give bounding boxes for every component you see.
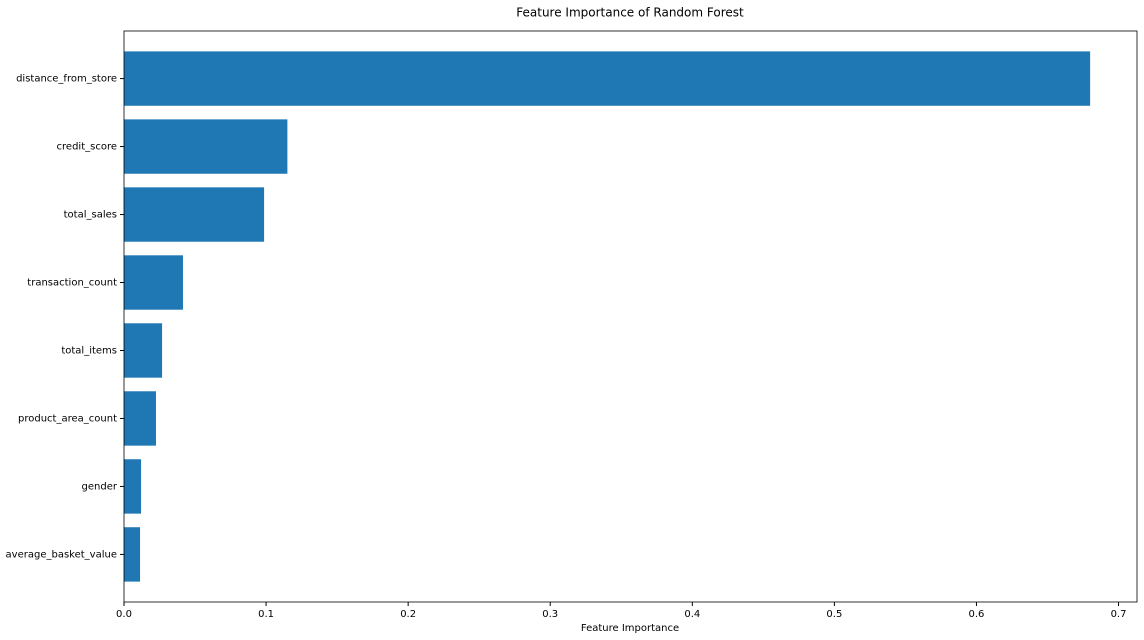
- x-tick-label: 0.3: [542, 609, 558, 620]
- y-tick-label: distance_from_store: [16, 74, 117, 85]
- bar: [124, 255, 183, 310]
- y-tick-label: transaction_count: [27, 278, 117, 289]
- chart-title: Feature Importance of Random Forest: [516, 6, 744, 20]
- bar: [124, 51, 1091, 106]
- bar: [124, 119, 288, 174]
- y-tick-label: average_basket_value: [6, 549, 117, 560]
- y-tick-label: product_area_count: [18, 413, 117, 424]
- x-tick-label: 0.5: [826, 609, 842, 620]
- bar: [124, 187, 265, 242]
- x-tick-label: 0.2: [400, 609, 416, 620]
- y-tick-label: credit_score: [57, 142, 117, 153]
- y-tick-label: total_sales: [64, 210, 117, 221]
- bar: [124, 323, 163, 378]
- bar: [124, 527, 141, 582]
- y-tick-label: total_items: [61, 345, 117, 356]
- x-tick-label: 0.4: [684, 609, 700, 620]
- bar: [124, 391, 156, 446]
- x-tick-label: 0.1: [258, 609, 274, 620]
- x-tick-label: 0.7: [1111, 609, 1127, 620]
- bar: [124, 459, 142, 514]
- x-axis-label: Feature Importance: [581, 623, 679, 634]
- x-tick-label: 0.0: [116, 609, 132, 620]
- y-tick-label: gender: [82, 481, 118, 492]
- axes-frame: [123, 30, 1138, 603]
- x-tick-label: 0.6: [969, 609, 985, 620]
